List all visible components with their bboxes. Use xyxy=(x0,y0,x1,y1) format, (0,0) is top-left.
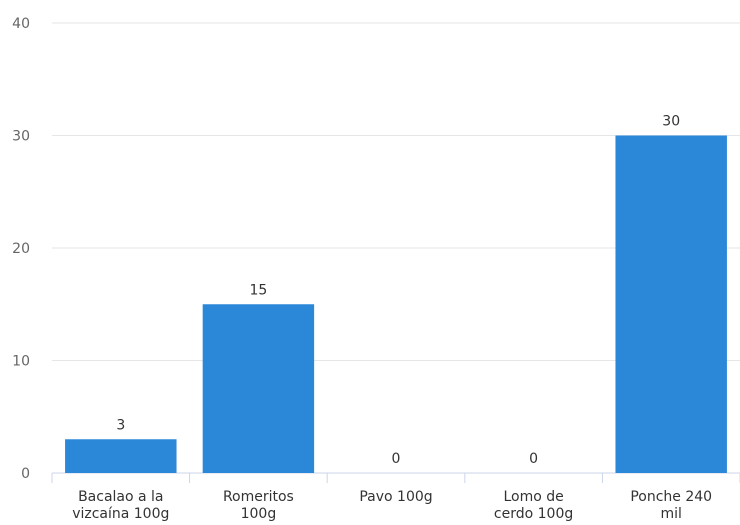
y-tick-label: 0 xyxy=(21,466,30,482)
y-tick-label: 10 xyxy=(12,354,30,370)
x-category-label: Lomo de xyxy=(503,489,563,505)
y-tick-label: 30 xyxy=(12,129,30,145)
x-category-label: Bacalao a la xyxy=(78,489,163,505)
x-category-label: Romeritos xyxy=(223,489,294,505)
data-label: 30 xyxy=(662,114,680,130)
x-category-label: Pavo 100g xyxy=(359,489,432,505)
x-category-label: vizcaína 100g xyxy=(72,506,169,522)
x-category-label: mil xyxy=(660,506,681,522)
bar xyxy=(615,135,727,473)
data-label: 3 xyxy=(116,417,125,433)
bar xyxy=(202,304,315,473)
data-label: 15 xyxy=(249,282,267,298)
y-tick-label: 20 xyxy=(12,241,30,257)
x-category-label: cerdo 100g xyxy=(494,506,573,522)
x-category-label: 100g xyxy=(241,506,277,522)
data-label: 0 xyxy=(392,451,401,467)
bar xyxy=(65,439,177,473)
x-category-label: Ponche 240 xyxy=(630,489,712,505)
y-tick-label: 40 xyxy=(12,16,30,32)
data-label: 0 xyxy=(529,451,538,467)
